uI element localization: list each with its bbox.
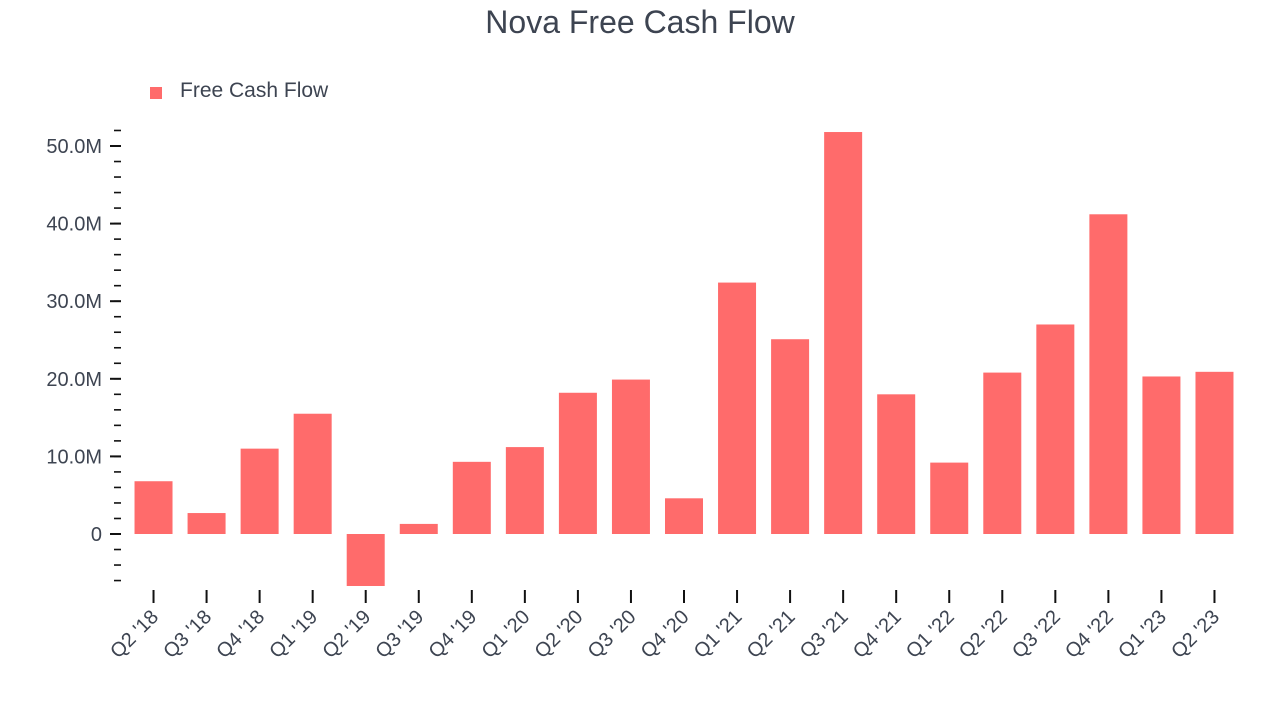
bar: [240, 448, 279, 534]
bar: [399, 523, 438, 534]
x-tick-label: Q4 '20: [637, 606, 694, 663]
bar: [930, 462, 969, 534]
bar: [824, 132, 863, 535]
y-tick-label: 30.0M: [46, 291, 102, 313]
bar: [718, 282, 757, 534]
bar: [1142, 376, 1181, 534]
x-tick-label: Q2 '23: [1167, 606, 1224, 663]
bar: [558, 392, 597, 534]
bar: [611, 379, 650, 534]
y-tick-label: 0: [91, 524, 102, 546]
bar: [1036, 324, 1075, 534]
bar: [983, 372, 1022, 534]
bars: [134, 132, 1234, 586]
bar: [665, 498, 703, 534]
bar: [505, 447, 544, 534]
x-tick-label: Q4 '22: [1061, 606, 1118, 663]
x-tick-label: Q2 '19: [318, 606, 375, 663]
y-tick-label: 40.0M: [46, 214, 102, 236]
x-tick-label: Q3 '22: [1008, 606, 1065, 663]
bar: [293, 413, 332, 534]
bar: [771, 339, 810, 534]
bar: [134, 481, 173, 534]
x-tick-label: Q2 '21: [743, 606, 800, 663]
x-tick-label: Q1 '19: [265, 606, 322, 663]
y-tick-label: 50.0M: [46, 136, 102, 158]
x-tick-label: Q4 '21: [849, 606, 906, 663]
x-tick-label: Q3 '21: [796, 606, 853, 663]
y-tick-label: 20.0M: [46, 369, 102, 391]
legend: Free Cash Flow: [150, 79, 328, 103]
bar: [452, 461, 491, 534]
legend-label: Free Cash Flow: [180, 79, 329, 102]
legend-swatch: [150, 87, 162, 99]
x-tick-label: Q1 '21: [690, 606, 747, 663]
x-tick-label: Q4 '19: [425, 606, 482, 663]
bar: [877, 394, 916, 534]
x-tick-label: Q4 '18: [212, 606, 269, 663]
x-tick-label: Q3 '19: [372, 606, 429, 663]
bar: [1195, 371, 1234, 534]
x-tick-label: Q1 '23: [1114, 606, 1171, 663]
x-tick-label: Q1 '20: [478, 606, 535, 663]
bar: [187, 513, 226, 534]
bar: [1089, 214, 1128, 534]
x-tick-label: Q1 '22: [902, 606, 959, 663]
x-tick-label: Q3 '18: [159, 606, 216, 663]
bar: [346, 534, 385, 586]
y-axis: 0 10.0M 20.0M 30.0M 40.0M 50.0M: [46, 129, 121, 582]
x-tick-label: Q2 '20: [531, 606, 588, 663]
y-tick-label: 10.0M: [46, 446, 102, 468]
x-tick-label: Q2 '22: [955, 606, 1012, 663]
chart-title: Nova Free Cash Flow: [485, 4, 795, 40]
x-tick-label: Q3 '20: [584, 606, 641, 663]
x-tick-label: Q2 '18: [106, 606, 163, 663]
